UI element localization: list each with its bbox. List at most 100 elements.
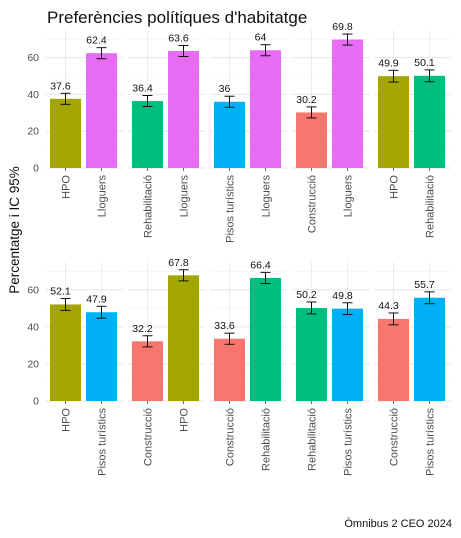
x-tick-label: Construcció — [225, 408, 237, 466]
bar-lloguers — [86, 53, 117, 168]
y-tick-label: 0 — [33, 396, 39, 408]
data-label: 47.9 — [86, 293, 107, 305]
data-label: 50.2 — [296, 289, 317, 301]
bar-rehabilitacio — [414, 75, 445, 168]
data-label: 67.8 — [168, 257, 189, 269]
bar-rehabilitacio — [132, 101, 163, 168]
error-bar — [388, 69, 399, 83]
bar-construccio — [214, 338, 245, 401]
y-tick-label: 40 — [27, 89, 39, 101]
y-tick-label: 0 — [33, 163, 39, 175]
x-tick-label: Lloguers — [97, 175, 109, 218]
panel-7: 32.2 Construcció 67.8 HPO — [128, 257, 205, 466]
bar-hpo — [378, 76, 409, 168]
data-label: 49.8 — [332, 290, 353, 302]
data-label: 36.4 — [132, 83, 153, 95]
panel-6: 52.1 HPO 47.9 Pisos turístics — [46, 262, 123, 476]
error-bar — [60, 92, 71, 105]
chart-panels: 0 20 40 60 0 20 40 60 37.6 HPO 62.4 Lloguers 36.4 Reh… — [27, 21, 451, 476]
x-tick-label: Pisos turístics — [97, 408, 109, 476]
bar-construccio — [296, 112, 327, 168]
bar-hpo — [50, 98, 81, 168]
error-bar — [342, 302, 353, 316]
bar-rehabilitacio — [250, 277, 281, 401]
error-bar — [424, 291, 435, 305]
panel-3: 36 Pisos turístics 64 Lloguers — [210, 30, 287, 243]
bar-pisos-turistics — [214, 101, 245, 168]
error-bar — [388, 312, 399, 326]
data-label: 44.3 — [378, 300, 399, 312]
data-label: 37.6 — [50, 80, 71, 92]
x-tick-label: Rehabilitació — [143, 175, 155, 238]
data-label: 30.2 — [296, 94, 317, 106]
x-tick-label: HPO — [61, 175, 73, 199]
bar-pisos-turistics — [414, 297, 445, 401]
bar-rehabilitacio — [296, 307, 327, 401]
bar-construccio — [132, 341, 163, 401]
x-tick-label: Pisos turístics — [343, 408, 355, 476]
error-bar — [224, 332, 235, 345]
bar-lloguers — [250, 50, 281, 168]
x-tick-label: Pisos turístics — [225, 175, 237, 243]
error-bar — [224, 95, 235, 108]
data-label: 55.7 — [414, 279, 435, 291]
error-bar — [306, 301, 317, 315]
error-bar — [424, 69, 435, 83]
chart-caption: Òmnibus 2 CEO 2024 — [344, 517, 452, 530]
x-tick-label: HPO — [61, 408, 73, 432]
error-bar — [342, 33, 353, 46]
bar-hpo — [50, 304, 81, 401]
data-label: 49.9 — [378, 57, 399, 69]
x-tick-label: Rehabilitació — [425, 175, 437, 238]
data-label: 36 — [219, 83, 231, 95]
data-label: 69.8 — [332, 21, 353, 33]
bar-lloguers — [168, 50, 199, 169]
panel-5: 49.9 HPO 50.1 Rehabilitació — [374, 30, 451, 238]
y-tick-label: 20 — [27, 126, 39, 138]
bar-pisos-turistics — [86, 312, 117, 401]
bar-lloguers — [332, 39, 363, 169]
data-label: 50.1 — [414, 57, 435, 69]
bar-pisos-turistics — [332, 308, 363, 401]
panel-8: 33.6 Construcció 66.4 Rehabilitació — [210, 259, 287, 471]
error-bar — [178, 269, 189, 282]
data-label: 52.1 — [50, 286, 71, 298]
data-label: 63.6 — [168, 32, 189, 44]
x-tick-label: HPO — [179, 408, 191, 432]
data-label: 64 — [255, 32, 267, 44]
x-tick-label: Lloguers — [261, 175, 273, 218]
x-tick-label: HPO — [389, 175, 401, 199]
error-bar — [306, 106, 317, 119]
chart-title: Preferències polítiques d'habitatge — [47, 8, 307, 27]
data-label: 66.4 — [250, 259, 271, 271]
x-tick-label: Construcció — [143, 408, 155, 466]
error-bar — [96, 305, 107, 319]
error-bar — [142, 335, 153, 348]
panel-1: 37.6 HPO 62.4 Lloguers — [46, 30, 123, 217]
x-tick-label: Rehabilitació — [261, 408, 273, 471]
panel-9: 50.2 Rehabilitació 49.8 Pisos turístics — [292, 262, 369, 476]
y-axis-label: Percentatge i IC 95% — [7, 166, 22, 294]
error-bar — [96, 47, 107, 60]
bar-construccio — [378, 318, 409, 401]
x-tick-label: Lloguers — [179, 175, 191, 218]
x-tick-label: Construcció — [307, 175, 319, 233]
panel-10: 44.3 Construcció 55.7 Pisos turístics — [374, 262, 451, 476]
error-bar — [178, 44, 189, 57]
x-tick-label: Construcció — [389, 408, 401, 466]
data-label: 62.4 — [86, 35, 107, 47]
error-bar — [260, 271, 271, 284]
y-tick-label: 40 — [27, 321, 39, 333]
bar-hpo — [168, 275, 199, 401]
panel-2: 36.4 Rehabilitació 63.6 Lloguers — [128, 30, 205, 238]
error-bar — [260, 44, 271, 57]
y-tick-label: 20 — [27, 358, 39, 370]
error-bar — [142, 95, 153, 108]
x-tick-label: Lloguers — [343, 175, 355, 218]
x-tick-label: Rehabilitació — [307, 408, 319, 471]
y-tick-label: 60 — [27, 52, 39, 64]
y-tick-label: 60 — [27, 284, 39, 296]
error-bar — [60, 298, 71, 311]
x-tick-label: Pisos turístics — [425, 408, 437, 476]
